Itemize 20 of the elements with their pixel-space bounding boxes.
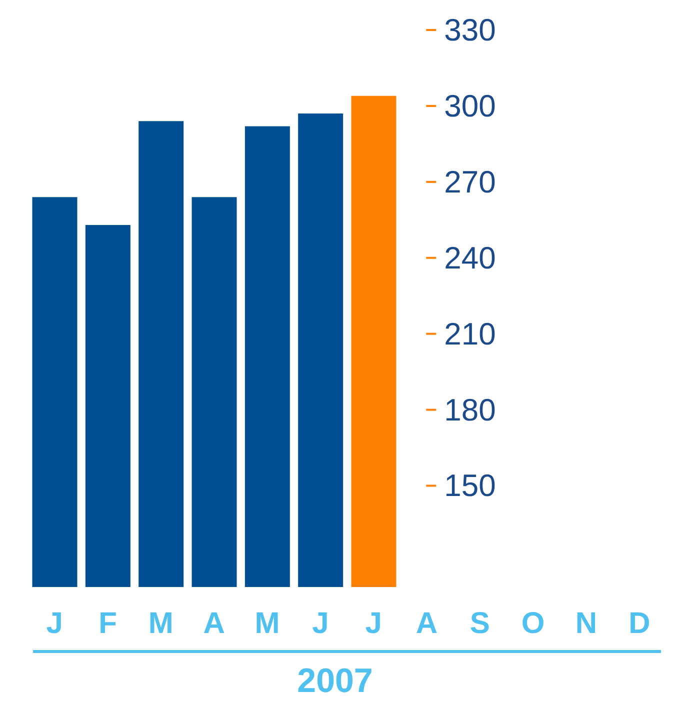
- x-tick-label: J: [365, 607, 382, 640]
- x-tick-label: N: [575, 607, 598, 640]
- y-tick-label: 270: [444, 164, 496, 200]
- x-tick-label: M: [148, 607, 174, 640]
- x-tick-label: A: [203, 607, 225, 640]
- y-tick-label: 240: [444, 240, 496, 276]
- x-tick-label: F: [98, 607, 117, 640]
- x-tick-label: S: [470, 607, 490, 640]
- x-tick-label: A: [416, 607, 438, 640]
- x-tick-label: J: [46, 607, 63, 640]
- y-tick-label: 300: [444, 88, 496, 124]
- y-tick-label: 180: [444, 392, 496, 428]
- x-tick-label: M: [254, 607, 280, 640]
- y-tick-label: 210: [444, 316, 496, 352]
- y-tick-label: 150: [444, 468, 496, 504]
- x-tick-label: J: [312, 607, 329, 640]
- x-axis-title: 2007: [297, 662, 373, 700]
- x-tick-label: D: [628, 607, 650, 640]
- y-tick-label: 330: [444, 12, 496, 48]
- x-tick-label: O: [521, 607, 545, 640]
